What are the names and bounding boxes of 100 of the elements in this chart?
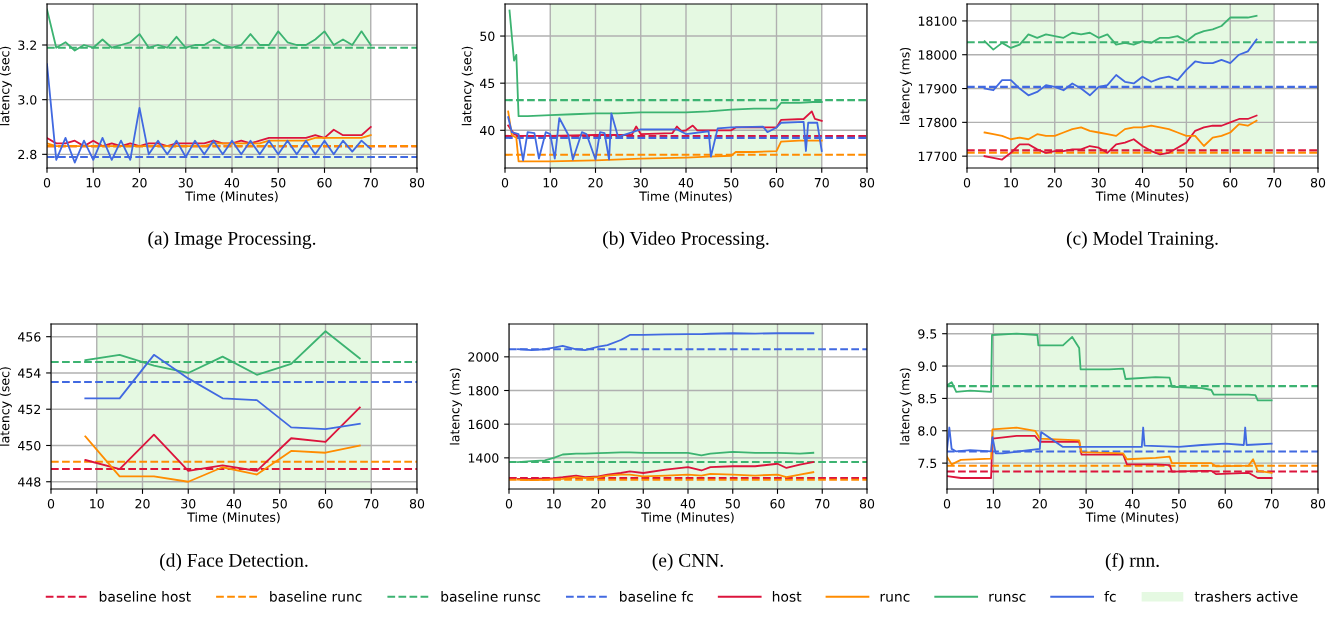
x-tick-label: 40 (678, 177, 694, 188)
text: (b) Video Processing. (603, 231, 769, 249)
x-tick-label: 50 (271, 177, 286, 188)
x-tick-label: 70 (815, 498, 830, 509)
x-axis-title: Time (Minutes) (1095, 191, 1189, 203)
x-axis-title: Time (Minutes) (639, 191, 732, 203)
x-axis-title: Time (Minutes) (1085, 512, 1179, 524)
y-axis-title: latency (sec) (461, 46, 474, 126)
x-tick-label: 20 (1032, 498, 1047, 509)
x-tick-label: 30 (178, 177, 193, 188)
y-axis-title: latency (sec) (0, 367, 12, 446)
x-tick-label: 80 (409, 498, 425, 509)
text: (a) Image Processing. (148, 231, 316, 249)
legend-label: runc (880, 593, 910, 602)
x-tick-label: 80 (409, 177, 425, 188)
x-tick-label: 20 (1047, 177, 1062, 188)
x-axis-title: Time (Minutes) (185, 191, 278, 203)
y-tick-label: 3.0 (18, 95, 37, 105)
x-tick-label: 10 (90, 498, 104, 509)
y-tick-label: 18100 (918, 16, 957, 26)
x-tick-label: 0 (505, 498, 513, 509)
y-tick-label: 17800 (918, 117, 957, 128)
y-tick-label: 45 (479, 78, 495, 89)
x-tick-label: 80 (1310, 498, 1326, 509)
text: (e) CNN. (652, 553, 723, 571)
y-tick-label: 1400 (468, 453, 499, 463)
y-axis-title: latency (ms) (899, 368, 912, 445)
y-tick-label: 17700 (918, 151, 957, 162)
x-tick-label: 50 (724, 177, 739, 188)
x-tick-label: 50 (1171, 498, 1186, 509)
legend-label: host (772, 591, 802, 602)
y-tick-label: 9.0 (918, 361, 937, 371)
y-tick-label: 3.2 (18, 40, 37, 50)
y-tick-label: 8.0 (918, 426, 937, 436)
y-tick-label: 2.8 (18, 149, 37, 160)
x-tick-label: 0 (943, 498, 951, 509)
legend-label: baseline host (99, 591, 191, 602)
y-axis-title: latency (ms) (449, 368, 462, 445)
y-tick-label: 2000 (468, 352, 499, 362)
y-tick-label: 452 (18, 404, 41, 415)
y-tick-label: 9.5 (918, 329, 937, 339)
x-tick-label: 20 (135, 498, 150, 509)
x-tick-label: 60 (1218, 498, 1233, 509)
x-tick-label: 70 (364, 498, 379, 509)
x-axis-title: Time (Minutes) (187, 512, 280, 524)
y-tick-label: 454 (18, 368, 41, 378)
x-tick-label: 0 (47, 498, 55, 509)
x-tick-label: 0 (963, 177, 971, 188)
legend-label: baseline runc (270, 591, 362, 602)
x-tick-label: 40 (680, 498, 696, 509)
x-tick-label: 70 (1264, 498, 1279, 509)
x-tick-label: 20 (132, 177, 147, 188)
x-tick-label: 30 (1079, 498, 1094, 509)
x-tick-label: 80 (1310, 177, 1326, 188)
x-tick-label: 60 (769, 177, 784, 188)
x-tick-label: 60 (317, 177, 332, 188)
x-tick-label: 10 (86, 177, 101, 188)
x-tick-label: 40 (224, 177, 240, 188)
legend-label: runsc (989, 593, 1026, 602)
x-tick-label: 80 (859, 498, 875, 509)
x-tick-label: 30 (181, 498, 196, 509)
x-tick-label: 40 (1125, 498, 1140, 509)
x-tick-label: 40 (1135, 177, 1150, 188)
y-axis-title: latency (ms) (899, 47, 912, 124)
x-tick-label: 60 (318, 498, 333, 509)
x-tick-label: 70 (1267, 177, 1282, 188)
y-tick-label: 50 (480, 31, 495, 41)
legend-label: fc (1104, 591, 1116, 602)
x-tick-label: 30 (633, 177, 648, 188)
y-axis-title: latency (sec) (0, 46, 12, 126)
x-tick-label: 60 (1223, 177, 1238, 188)
y-tick-label: 40 (479, 125, 495, 136)
text: (c) Model Training. (1066, 231, 1218, 249)
y-tick-label: 7.5 (918, 458, 937, 469)
x-tick-label: 0 (501, 177, 509, 188)
x-tick-label: 20 (591, 498, 606, 509)
x-axis-title: Time (Minutes) (641, 512, 734, 524)
x-tick-label: 10 (986, 498, 1001, 509)
x-tick-label: 50 (725, 498, 740, 509)
text: (f) rnn. (1105, 553, 1159, 571)
x-tick-label: 30 (1091, 177, 1106, 188)
x-tick-label: 10 (1004, 177, 1018, 188)
x-tick-label: 0 (43, 177, 51, 188)
y-tick-label: 18000 (918, 50, 957, 60)
y-tick-label: 17900 (918, 84, 957, 94)
x-tick-label: 80 (859, 177, 875, 188)
x-tick-label: 10 (547, 498, 561, 509)
x-tick-label: 70 (814, 177, 829, 188)
y-tick-label: 456 (18, 332, 41, 342)
x-tick-label: 20 (588, 177, 603, 188)
x-tick-label: 50 (1179, 177, 1194, 188)
y-tick-label: 1600 (468, 419, 499, 430)
legend-label: baseline fc (620, 591, 694, 602)
x-tick-label: 30 (636, 498, 651, 509)
y-tick-label: 450 (18, 440, 41, 451)
x-tick-label: 60 (770, 498, 785, 509)
x-tick-label: 40 (226, 498, 242, 509)
x-tick-label: 70 (363, 177, 378, 188)
x-tick-label: 10 (543, 177, 558, 188)
legend-label: trashers active (1194, 591, 1298, 602)
